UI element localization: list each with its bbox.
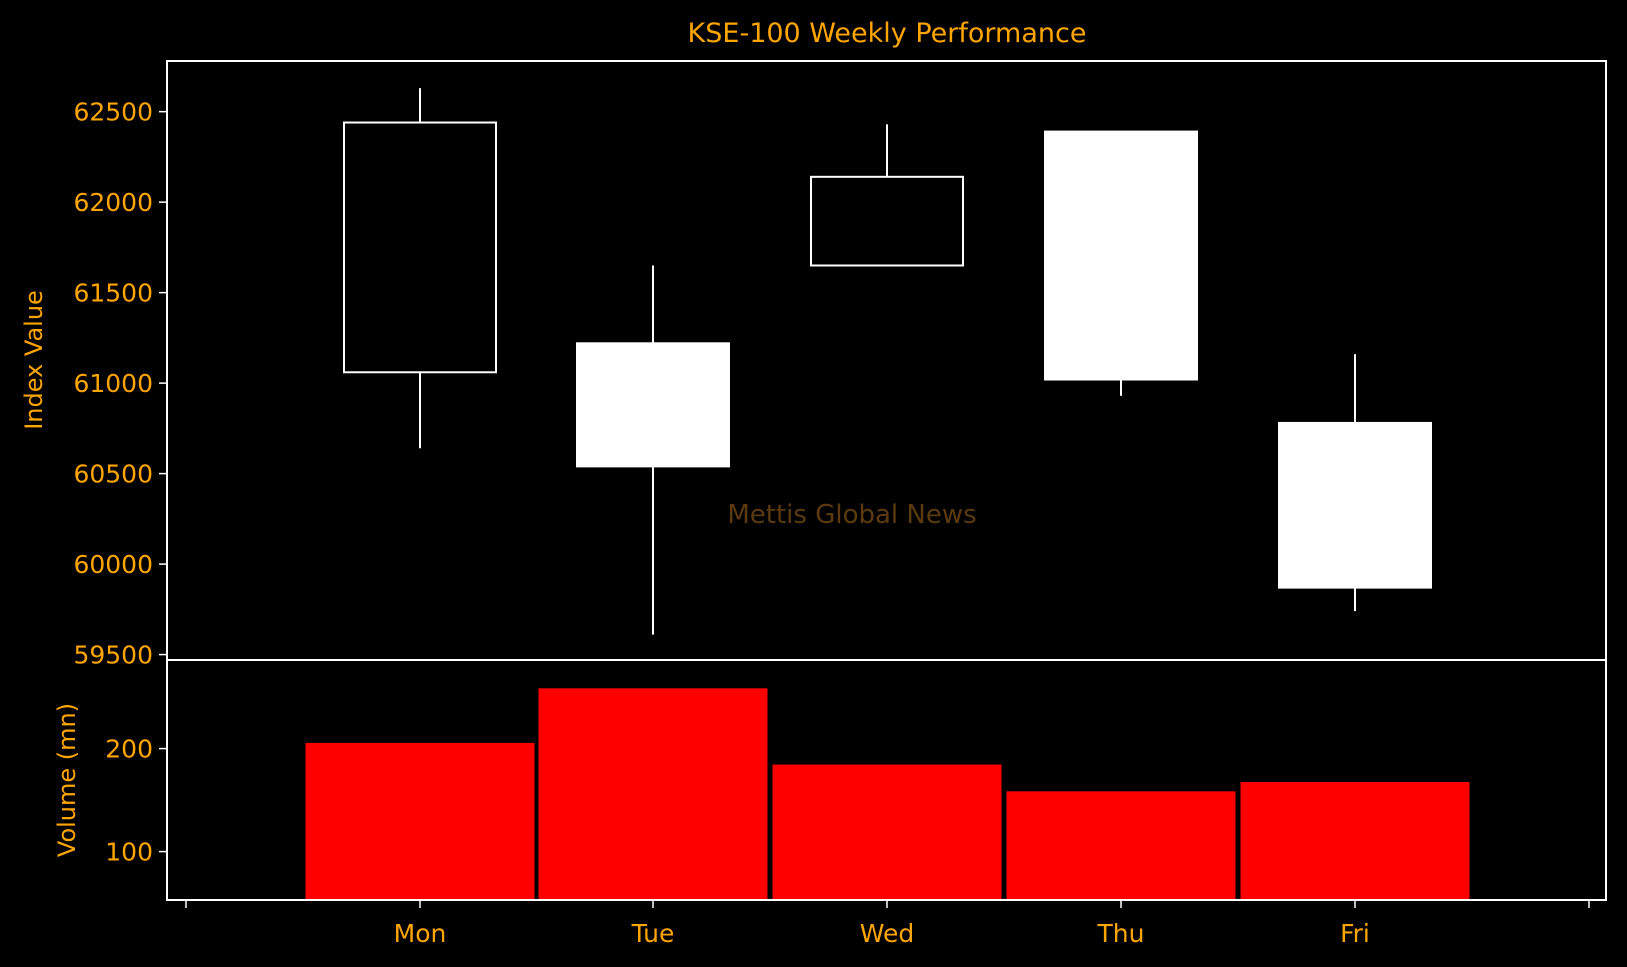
candle-tue [576, 265, 730, 635]
price-y-axis-label: Index Value [20, 290, 48, 430]
volume-bar-tue [537, 687, 769, 901]
price-panel: Mettis Global News 59500 60000 60500 61000 6… [20, 60, 1607, 670]
candlestick-series [343, 88, 1432, 635]
volume-y-axis: 100 200 [105, 735, 167, 867]
volume-bar-mon [304, 741, 536, 901]
price-y-tick-label: 61500 [73, 279, 153, 308]
candle-thu [1044, 130, 1198, 396]
volume-panel: 100 200 Volume (mn) [53, 659, 1607, 901]
volume-y-tick-label: 100 [105, 838, 153, 867]
candle-body [810, 175, 964, 267]
candle-body [1278, 421, 1432, 589]
price-y-tick-label: 61000 [73, 369, 153, 398]
price-y-tick-label: 59500 [73, 641, 153, 670]
volume-y-tick-label: 200 [105, 735, 153, 764]
price-y-axis: 59500 60000 60500 61000 61500 62000 62500 [73, 98, 167, 670]
volume-bar-thu [1005, 790, 1237, 901]
x-tick-label-wed: Wed [860, 919, 915, 948]
volume-bar-fri [1239, 781, 1471, 901]
candle-body [576, 342, 730, 468]
candle-body [1044, 130, 1198, 381]
x-tick-label-fri: Fri [1340, 919, 1370, 948]
candle-wed [810, 124, 964, 267]
volume-bar-series [304, 687, 1471, 901]
x-axis: Mon Tue Wed Thu Fri [185, 900, 1590, 948]
watermark: Mettis Global News [727, 500, 976, 530]
price-y-tick-label: 60000 [73, 550, 153, 579]
price-y-tick-label: 60500 [73, 460, 153, 489]
x-tick-label-thu: Thu [1097, 919, 1145, 948]
x-tick-label-mon: Mon [394, 919, 447, 948]
candle-mon [343, 88, 497, 449]
candle-fri [1278, 354, 1432, 612]
candle-body [343, 121, 497, 374]
volume-y-axis-label: Volume (mn) [53, 703, 81, 857]
price-y-tick-label: 62000 [73, 188, 153, 217]
x-tick-label-tue: Tue [631, 919, 675, 948]
volume-bar-wed [771, 763, 1003, 901]
price-y-tick-label: 62500 [73, 98, 153, 127]
chart-title: KSE-100 Weekly Performance [688, 18, 1087, 49]
